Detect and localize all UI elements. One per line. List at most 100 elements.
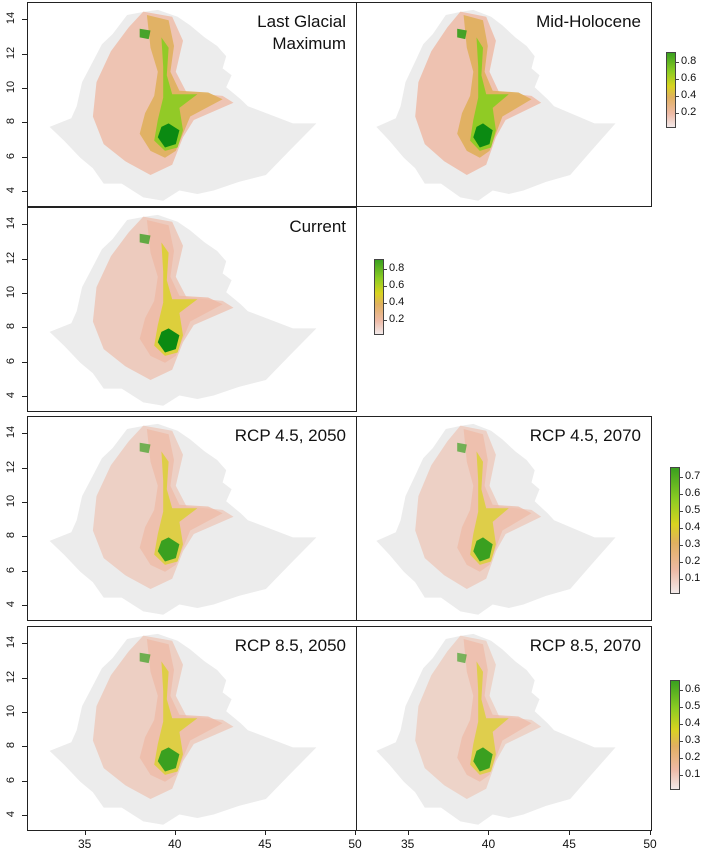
x-tick-mark [569, 830, 571, 835]
y-tick-mark [22, 122, 27, 124]
legend-tick [384, 269, 387, 270]
suitability-spot-north [139, 652, 151, 664]
suitability-peak-zone [157, 537, 180, 562]
y-tick-label: 14 [5, 636, 17, 649]
legend-value-label: 0.6 [389, 279, 405, 291]
x-tick-label: 45 [258, 837, 272, 851]
y-tick-mark [22, 643, 27, 645]
y-tick-mark [22, 712, 27, 714]
panel-title: Current [289, 217, 346, 236]
legend-tick [384, 303, 387, 304]
y-tick-label: 6 [5, 152, 17, 159]
legend-tick [680, 477, 683, 478]
suitability-high-zone [154, 37, 198, 151]
y-tick-label: 12 [5, 46, 17, 59]
x-tick-mark [355, 830, 356, 835]
map-panel-current: Current [27, 207, 357, 412]
suitability-spot-north [139, 233, 151, 245]
y-tick-mark [22, 156, 27, 158]
legend-tick [676, 62, 679, 63]
y-tick-mark [22, 746, 27, 748]
x-tick-mark [488, 830, 490, 835]
legend-tick [680, 562, 683, 563]
y-tick-label: 4 [5, 187, 17, 194]
ethiopia-map [49, 9, 317, 201]
map-panel-rcp85-2070: RCP 8.5, 2070 [356, 626, 652, 831]
suitability-high-zone [154, 242, 198, 356]
panel-title: RCP 8.5, 2070 [529, 636, 641, 655]
suitability-peak-zone [157, 123, 180, 148]
suitability-spot-north [457, 442, 467, 454]
y-tick-label: 12 [5, 251, 17, 264]
y-tick-label: 8 [5, 323, 17, 330]
y-tick-label: 12 [5, 460, 17, 473]
legend-value-label: 0.2 [685, 751, 701, 763]
suitability-high-zone [470, 661, 509, 775]
legend-value-label: 0.6 [685, 487, 701, 499]
legend-value-label: 0.2 [685, 555, 701, 567]
x-tick-label: 50 [348, 837, 362, 851]
x-tick-mark [407, 830, 409, 835]
y-tick-mark [22, 224, 27, 226]
suitability-spot-north [139, 28, 151, 40]
suitability-peak-zone [473, 123, 493, 148]
y-tick-mark [22, 53, 27, 55]
y-tick-label: 6 [5, 566, 17, 573]
legend-tick [680, 494, 683, 495]
y-tick-mark [22, 433, 27, 435]
suitability-spot-north [457, 28, 467, 40]
y-tick-label: 14 [5, 426, 17, 439]
ethiopia-map [49, 214, 317, 406]
y-tick-mark [22, 467, 27, 469]
suitability-peak-zone [157, 747, 180, 772]
y-tick-mark [22, 19, 27, 21]
y-tick-label: 14 [5, 217, 17, 230]
legend-value-label: 0.4 [389, 296, 405, 308]
ethiopia-map [376, 9, 616, 201]
y-tick-label: 12 [5, 670, 17, 683]
legend-value-label: 0.8 [681, 55, 697, 67]
legend-tick [676, 79, 679, 80]
x-tick-label: 35 [401, 837, 415, 851]
map-panel-rcp45-2070: RCP 4.5, 2070 [356, 416, 652, 621]
suitability-spot-north [139, 442, 151, 454]
panel-title: RCP 4.5, 2050 [234, 426, 346, 445]
y-tick-label: 4 [5, 601, 17, 608]
y-tick-label: 6 [5, 776, 17, 783]
suitability-spot-north [457, 652, 467, 664]
x-tick-label: 35 [77, 837, 92, 851]
suitability-high-zone [470, 37, 509, 151]
legend-value-label: 0.3 [685, 538, 701, 550]
ethiopia-map [376, 423, 616, 615]
legend-value-label: 0.1 [685, 572, 701, 584]
legend-color-bar [374, 259, 384, 335]
legend-value-label: 0.2 [389, 313, 405, 325]
suitability-high-zone [154, 451, 198, 565]
y-tick-label: 4 [5, 392, 17, 399]
legend-tick [680, 545, 683, 546]
legend-value-label: 0.4 [685, 521, 701, 533]
legend-value-label: 0.4 [685, 717, 701, 729]
x-tick-label: 40 [168, 837, 182, 851]
legend-color-bar [666, 52, 676, 128]
x-tick-label: 40 [481, 837, 496, 851]
y-tick-mark [22, 361, 27, 363]
legend-tick [676, 113, 679, 114]
ethiopia-map [49, 633, 317, 825]
y-tick-mark [22, 570, 27, 572]
y-tick-mark [22, 605, 27, 607]
suitability-high-zone [154, 661, 198, 775]
y-tick-mark [22, 293, 27, 295]
x-tick-label: 50 [643, 837, 657, 851]
y-tick-label: 10 [5, 285, 17, 299]
legend-tick [680, 741, 683, 742]
x-tick-mark [650, 830, 651, 835]
legend-value-label: 0.6 [681, 72, 697, 84]
legend-color-bar [670, 467, 680, 594]
legend-value-label: 0.7 [685, 470, 701, 482]
legend-tick [680, 579, 683, 580]
y-tick-mark [22, 191, 27, 193]
panel-title: RCP 4.5, 2070 [529, 426, 641, 445]
y-tick-mark [22, 815, 27, 817]
legend-value-label: 0.5 [685, 700, 701, 712]
